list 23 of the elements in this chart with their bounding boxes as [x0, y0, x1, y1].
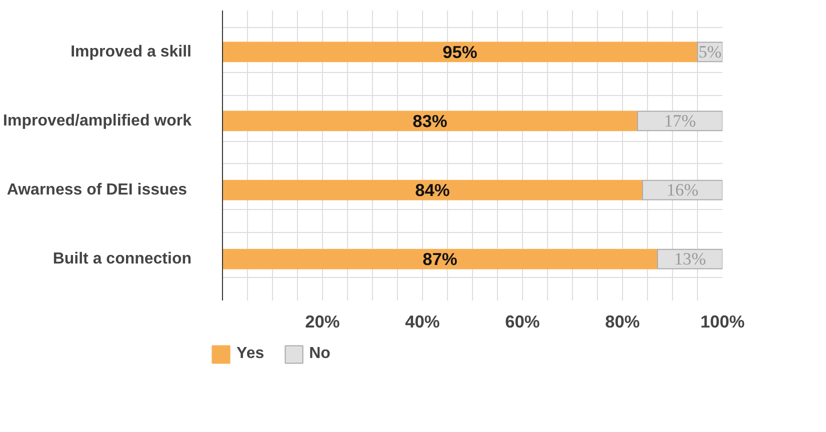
data-label: 5% [698, 42, 722, 62]
data-label: 84% [415, 180, 450, 200]
x-tick-label: 40% [405, 312, 440, 332]
data-label: 83% [412, 110, 448, 131]
y-tick-label: Awarness of DEI issues [6, 182, 188, 199]
y-tick-label: Improved/amplified work [3, 112, 192, 130]
data-label: 87% [422, 249, 458, 270]
legend-label: Yes [236, 345, 264, 363]
data-label: 13% [674, 250, 706, 269]
bar [222, 248, 658, 270]
data-label: 95% [442, 42, 478, 62]
data-label: 17% [664, 111, 696, 130]
legend-label: No [309, 345, 330, 363]
x-tick-label: 20% [305, 312, 340, 332]
bar [222, 42, 698, 62]
bar [222, 110, 638, 132]
y-tick-label: Built a connection [52, 250, 192, 268]
data-label: 16% [666, 180, 698, 200]
x-tick-label: 60% [505, 312, 540, 332]
x-tick-label: 100% [700, 312, 745, 332]
y-tick-label: Improved a skill [70, 43, 192, 60]
bar [222, 180, 643, 200]
x-tick-label: 80% [605, 312, 640, 332]
